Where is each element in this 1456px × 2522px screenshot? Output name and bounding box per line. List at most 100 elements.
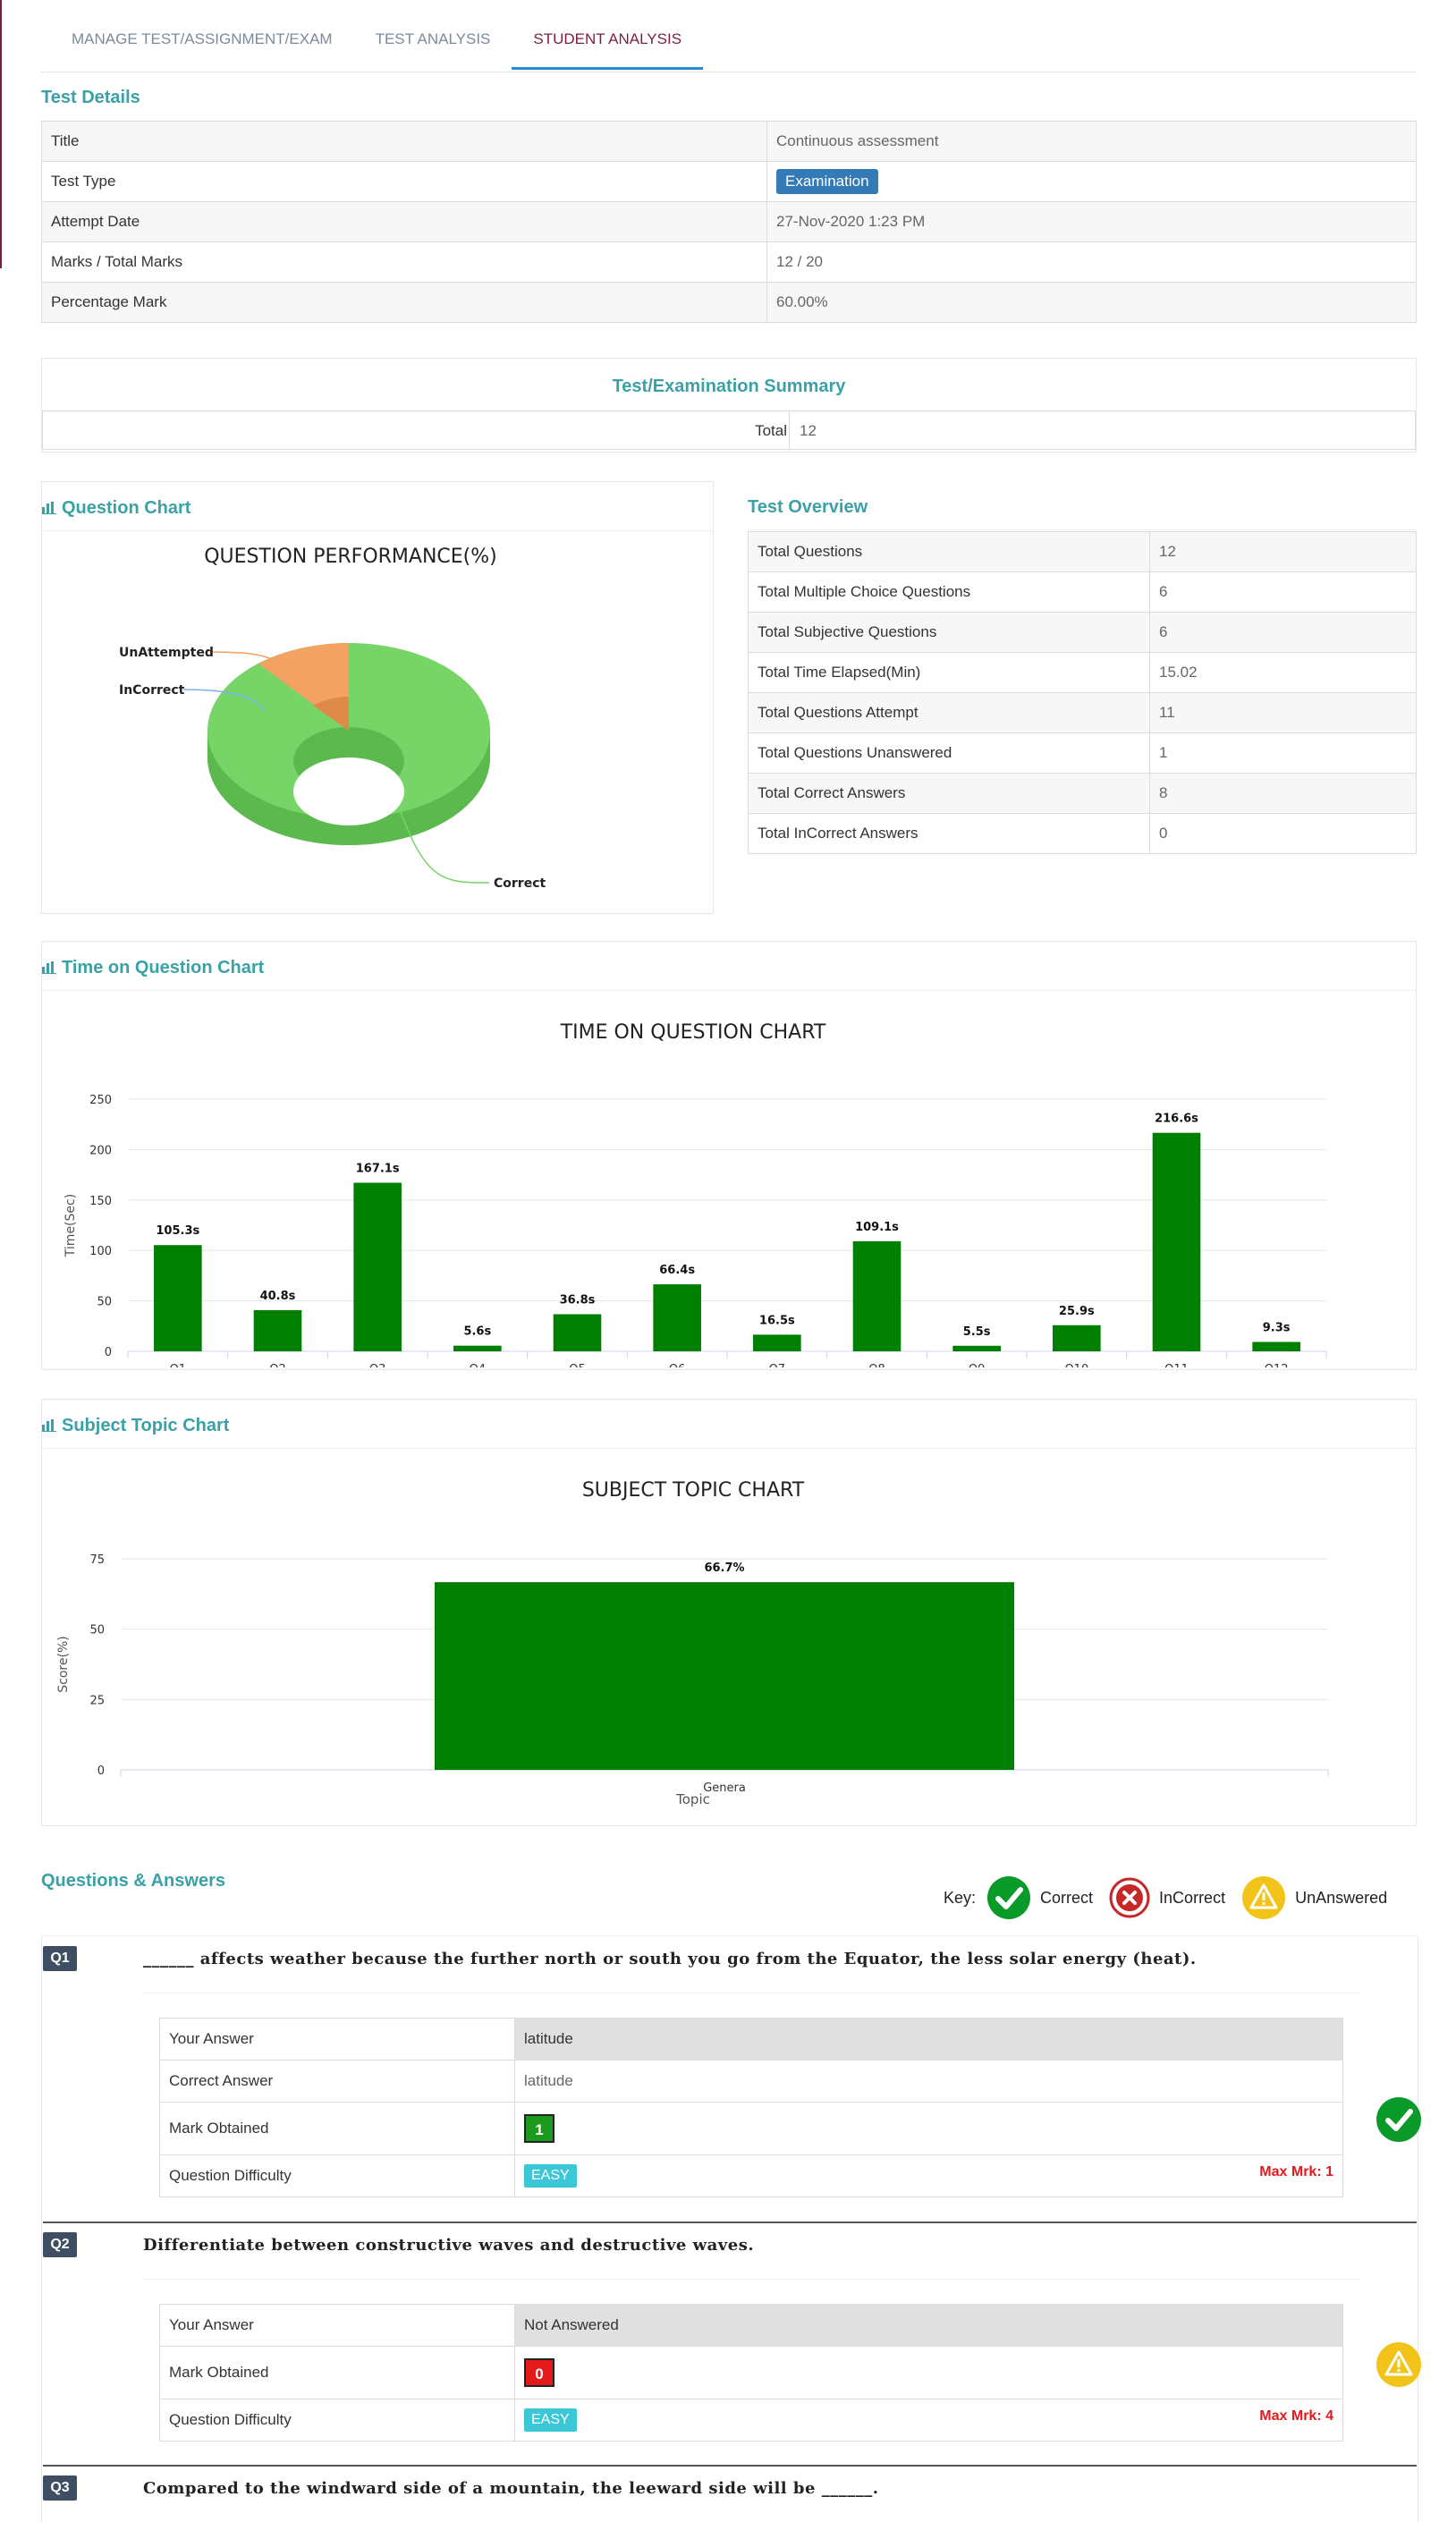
question-chart-heading: Question Chart — [42, 498, 190, 519]
overview-value: 6 — [1149, 571, 1417, 613]
data-label: 216.6s — [1155, 1113, 1198, 1126]
max-mark: Max Mrk: 4 — [1259, 2408, 1333, 2424]
max-mark: Max Mrk: 1 — [1259, 2164, 1333, 2179]
x-tick-label: Q9 — [969, 1363, 986, 1367]
y-axis-label: Score(%) — [56, 1636, 71, 1692]
overview-label: Total Correct Answers — [748, 773, 1150, 814]
data-label: 109.1s — [855, 1221, 899, 1234]
table-row: Total Multiple Choice Questions 6 — [748, 571, 1417, 613]
y-tick-label: 50 — [89, 1624, 105, 1638]
table-row: Question Difficulty EASY Max Mrk: 1 — [159, 2154, 1343, 2197]
x-tick-label: Q3 — [369, 1363, 386, 1367]
table-row: Total Subjective Questions 6 — [748, 612, 1417, 653]
data-label: 105.3s — [156, 1224, 199, 1238]
row-label: Title — [41, 121, 767, 162]
incorrect-icon — [1109, 1877, 1150, 1918]
your-answer-value: latitude — [514, 2018, 1343, 2061]
row-label: Test Type — [41, 161, 767, 202]
y-tick-label: 25 — [89, 1694, 105, 1707]
overview-label: Total InCorrect Answers — [748, 813, 1150, 854]
x-tick-label: Q12 — [1265, 1363, 1289, 1367]
x-tick-label: Q5 — [569, 1363, 586, 1367]
x-tick-label: Q8 — [868, 1363, 885, 1367]
difficulty-badge: EASY — [524, 2164, 577, 2188]
data-label: 66.7% — [704, 1561, 744, 1575]
data-label: 36.8s — [560, 1293, 596, 1307]
time-chart-panel: Time on Question Chart TIME ON QUESTION … — [41, 941, 1417, 1370]
y-tick-label: 0 — [105, 1346, 112, 1359]
table-row: Marks / Total Marks 12 / 20 — [41, 241, 1417, 283]
table-row: Title Continuous assessment — [41, 121, 1417, 162]
bar-chart-icon — [42, 502, 56, 514]
overview-value: 11 — [1149, 692, 1417, 733]
key-label: Key: — [944, 1888, 977, 1907]
answer-key: Key: Correct InCorrect UnAnswered — [944, 1873, 1387, 1923]
tab-bar: MANAGE TEST/ASSIGNMENT/EXAM TEST ANALYSI… — [50, 0, 704, 70]
table-row: Percentage Mark 60.00% — [41, 282, 1417, 323]
row-label: Attempt Date — [41, 201, 767, 242]
x-tick-label: Genera — [703, 1781, 746, 1795]
difficulty-badge: EASY — [524, 2408, 577, 2432]
x-tick-label: Q10 — [1064, 1363, 1088, 1367]
row-label: Question Difficulty — [159, 2154, 515, 2197]
question-chart-panel: Question Chart QUESTION PERFORMANCE(%) U… — [41, 481, 714, 914]
bar — [1152, 1132, 1201, 1351]
overview-value: 12 — [1149, 531, 1417, 572]
table-row: Attempt Date 27-Nov-2020 1:23 PM — [41, 201, 1417, 242]
y-tick-label: 200 — [89, 1144, 112, 1157]
overview-label: Total Questions Unanswered — [748, 732, 1150, 774]
key-incorrect: InCorrect — [1159, 1888, 1226, 1907]
summary-heading: Test/Examination Summary — [612, 377, 846, 396]
pie-hole — [293, 757, 404, 825]
chart-title: SUBJECT TOPIC CHART — [582, 1479, 805, 1502]
overview-label: Total Multiple Choice Questions — [748, 571, 1150, 613]
bar — [435, 1582, 1014, 1770]
y-tick-label: 150 — [89, 1195, 112, 1208]
mark-badge: 1 — [524, 2114, 554, 2143]
tab-manage-test[interactable]: MANAGE TEST/ASSIGNMENT/EXAM — [72, 30, 333, 47]
question-text: ______ affects weather because the furth… — [143, 1950, 1197, 1968]
x-tick-label: Q11 — [1164, 1363, 1189, 1367]
row-label: Marks / Total Marks — [41, 241, 767, 283]
bar — [852, 1240, 902, 1351]
overview-label: Total Questions — [748, 531, 1150, 572]
your-answer-value: Not Answered — [514, 2304, 1343, 2347]
overview-value: 1 — [1149, 732, 1417, 774]
data-label: 9.3s — [1263, 1322, 1291, 1335]
data-label: 5.6s — [463, 1325, 491, 1339]
correct-icon — [987, 1876, 1031, 1919]
data-label: 25.9s — [1059, 1305, 1095, 1318]
data-label: 167.1s — [356, 1163, 400, 1176]
attempt-date-value: 27-Nov-2020 1:23 PM — [766, 201, 1417, 242]
y-tick-label: 250 — [89, 1094, 112, 1107]
row-label: Correct Answer — [159, 2060, 515, 2103]
table-row: Test Type Examination — [41, 161, 1417, 202]
test-details-heading: Test Details — [41, 88, 140, 107]
tab-test-analysis[interactable]: TEST ANALYSIS — [375, 30, 491, 47]
x-tick-label: Q7 — [769, 1363, 786, 1367]
y-tick-label: 0 — [97, 1765, 105, 1778]
pie-label-unattempted: UnAttempted — [119, 646, 214, 660]
test-details-table: Title Continuous assessment Test Type Ex… — [41, 121, 1417, 323]
bar — [753, 1334, 801, 1351]
correct-answer-value: latitude — [514, 2060, 1343, 2103]
question-text: Compared to the windward side of a mount… — [143, 2479, 879, 2498]
tab-student-analysis[interactable]: STUDENT ANALYSIS — [512, 0, 704, 70]
bar — [653, 1284, 701, 1351]
chart-title: TIME ON QUESTION CHART — [560, 1021, 826, 1044]
table-row: Mark Obtained 0 — [159, 2346, 1343, 2399]
table-row: Total Questions Attempt 11 — [748, 692, 1417, 733]
data-label: 5.5s — [963, 1325, 991, 1339]
table-row: Total Questions Unanswered 1 — [748, 732, 1417, 774]
overview-value: 8 — [1149, 773, 1417, 814]
bar — [553, 1314, 602, 1351]
key-correct: Correct — [1040, 1888, 1094, 1907]
pie-title: QUESTION PERFORMANCE(%) — [204, 546, 497, 568]
percentage-value: 60.00% — [766, 282, 1417, 323]
topic-chart-heading: Subject Topic Chart — [42, 1416, 229, 1436]
pie-label-incorrect: InCorrect — [119, 683, 185, 698]
row-label: Your Answer — [159, 2304, 515, 2347]
time-on-question-chart: TIME ON QUESTION CHART 0 50 100 150 200 250 Tim… — [63, 1021, 1327, 1367]
bar — [1252, 1341, 1300, 1351]
warning-icon — [1242, 1876, 1286, 1919]
